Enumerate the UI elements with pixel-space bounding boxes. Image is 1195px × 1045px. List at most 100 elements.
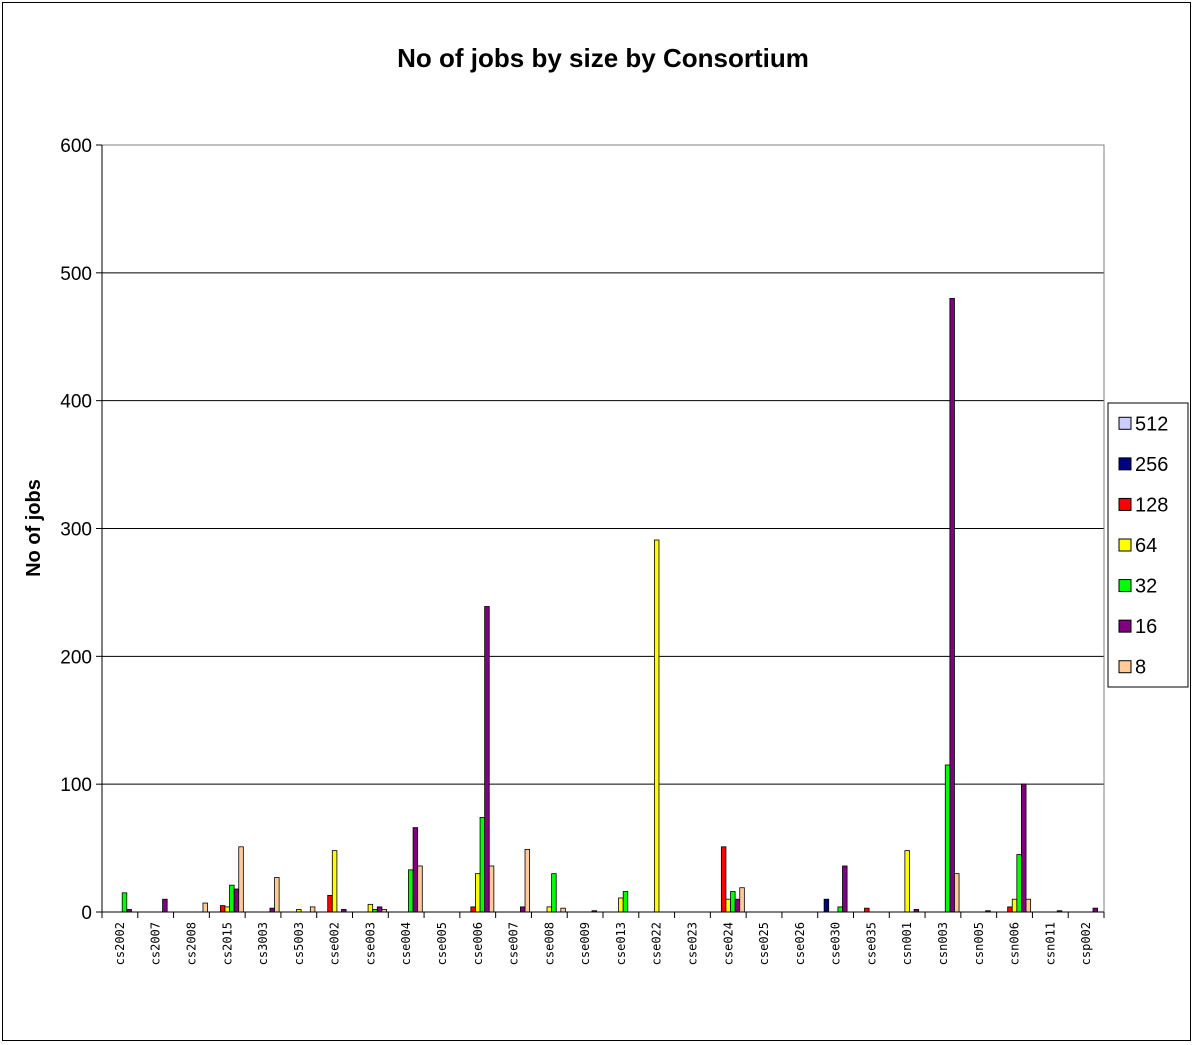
x-tick-label: cse009	[578, 922, 592, 965]
x-tick-label: csp002	[1079, 922, 1093, 965]
x-tick-label: csn006	[1008, 922, 1022, 965]
x-tick-label: cse013	[614, 922, 628, 965]
y-tick-label: 300	[60, 520, 92, 541]
bar-32-cs2002	[121, 892, 128, 913]
bar-8-cse007	[524, 848, 531, 913]
legend-label-32: 32	[1135, 576, 1157, 598]
x-tick-label: cse002	[328, 922, 342, 965]
bars	[121, 297, 1099, 913]
bar-64-cse022	[653, 539, 660, 913]
bar-8-cse008	[560, 907, 566, 913]
bar-16-csp002	[1092, 907, 1099, 913]
bar-16-csn003	[949, 297, 955, 913]
legend-swatch-512	[1118, 416, 1132, 430]
x-tick-label: cs2008	[184, 922, 198, 965]
y-tick-label: 200	[60, 647, 92, 668]
x-tick-label: cse030	[829, 922, 843, 965]
bar-32-cse030	[837, 906, 843, 913]
bar-64-cse008	[546, 906, 553, 913]
bar-8-cs2015	[238, 846, 244, 913]
x-tick-label: cs2015	[220, 922, 234, 965]
x-tick-label: cse004	[399, 922, 413, 965]
x-tick-label: csn001	[900, 922, 914, 965]
legend-label-512: 512	[1135, 413, 1168, 435]
legend-label-8: 8	[1135, 657, 1146, 679]
bar-16-cs2007	[162, 898, 168, 913]
legend-label-256: 256	[1135, 454, 1168, 476]
bar-128-cs2015	[219, 905, 226, 913]
bar-8-cse024	[739, 887, 745, 913]
bar-8-cse004	[417, 865, 423, 913]
bar-128-cse024	[720, 846, 727, 913]
y-tick-label: 600	[60, 136, 92, 157]
bar-64-cse002	[331, 850, 338, 913]
bar-32-csn006	[1016, 854, 1022, 913]
x-tick-label: cse008	[542, 922, 556, 965]
y-tick-label: 0	[81, 903, 92, 924]
bar-32-cse024	[730, 891, 736, 913]
bar-64-cs2015	[224, 906, 230, 913]
x-tick-label: csn003	[936, 922, 950, 965]
bar-16-cs3003	[269, 907, 275, 913]
bar-32-cse004	[408, 869, 414, 913]
bar-16-cse007	[520, 906, 526, 913]
y-tick-label: 100	[60, 775, 92, 796]
x-axis: cs2002 cs2007 cs2008 cs2015 cs3003 cs5003 cse0…	[101, 911, 1105, 965]
bar-16-csn006	[1021, 783, 1027, 913]
x-tick-label: cse035	[864, 922, 878, 965]
x-tick-label: cse007	[507, 922, 521, 965]
bar-128-cse002	[327, 894, 333, 913]
bar-64-cse003	[367, 903, 374, 913]
legend-swatch-256	[1118, 457, 1132, 471]
bar-8-csn003	[954, 873, 960, 913]
bar-8-cs2008	[202, 902, 208, 913]
x-tick-label: cse023	[685, 922, 699, 965]
legend-swatch-64	[1118, 538, 1132, 552]
x-tick-label: cse026	[793, 922, 807, 965]
bar-32-cs2015	[229, 884, 235, 913]
x-tick-label: cs5003	[292, 922, 306, 965]
x-tick-label: cse006	[471, 922, 485, 965]
bar-64-csn001	[904, 850, 910, 913]
y-tick-label: 400	[60, 392, 92, 413]
x-tick-label: cse022	[650, 922, 664, 965]
bar-256-cse030	[823, 898, 830, 913]
y-tick-label: 500	[60, 264, 92, 285]
x-tick-label: cse003	[363, 922, 377, 965]
bar-16-cse006	[484, 606, 490, 913]
bar-64-cse013	[618, 897, 624, 913]
y-axis-label: No of jobs	[23, 479, 45, 577]
bar-128-cse006	[470, 906, 476, 913]
bar-32-cse008	[551, 873, 557, 913]
bar-32-cse013	[622, 891, 629, 913]
x-tick-label: cse024	[721, 922, 735, 965]
chart-title: No of jobs by size by Consortium	[397, 43, 809, 73]
bar-128-cse035	[864, 907, 870, 913]
legend-label-64: 64	[1135, 535, 1157, 557]
legend-swatch-32	[1118, 579, 1132, 593]
bar-8-cs3003	[274, 877, 280, 913]
bar-64-cse024	[725, 898, 731, 913]
x-tick-label: cs2002	[113, 922, 127, 965]
bar-16-cse024	[734, 898, 741, 913]
legend-label-16: 16	[1135, 616, 1157, 638]
bar-16-cse003	[376, 906, 383, 913]
bar-128-csn006	[1007, 906, 1013, 913]
x-tick-label: cs2007	[149, 922, 163, 965]
bar-8-cse006	[488, 865, 495, 913]
y-axis: 0 100 200 300 400 500 600	[60, 136, 103, 924]
x-tick-label: cse025	[757, 922, 771, 965]
bar-8-cs5003	[309, 906, 316, 913]
legend-swatch-128	[1118, 497, 1132, 511]
bar-64-cse006	[475, 873, 481, 913]
bar-16-cse030	[842, 865, 848, 913]
legend-swatch-8	[1118, 660, 1132, 674]
bar-32-csn003	[944, 764, 951, 913]
bar-32-cse006	[479, 817, 486, 913]
bar-64-csn006	[1011, 898, 1018, 913]
x-tick-label: csn011	[1043, 922, 1057, 965]
legend-swatch-16	[1118, 619, 1132, 633]
bar-16-cse004	[412, 827, 419, 913]
